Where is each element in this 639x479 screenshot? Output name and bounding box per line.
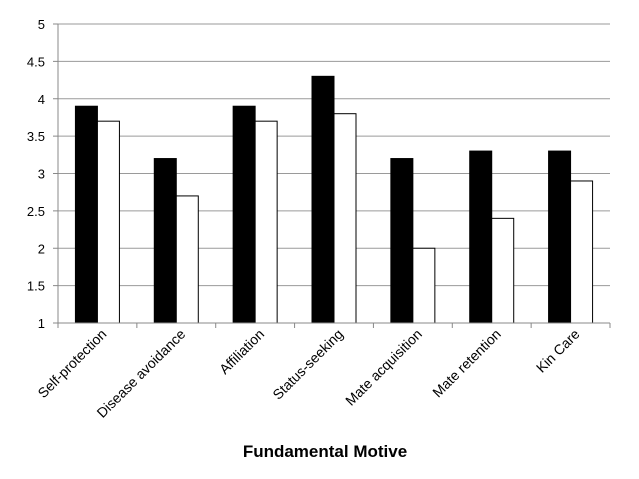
x-category-label: Mate acquisition: [342, 326, 425, 409]
bar-series-2: [175, 195, 199, 324]
y-axis-ticks: 1 1.5 2 2.5 3 3.5 4 4.5 5: [27, 17, 58, 331]
bar-series-2: [570, 180, 594, 324]
bar-series-2: [491, 217, 515, 324]
y-tick-label: 5: [38, 17, 45, 32]
bar-series-2: [333, 113, 357, 324]
x-category-label: Mate retention: [429, 326, 504, 401]
y-tick-label: 2: [38, 241, 45, 256]
x-axis-title: Fundamental Motive: [243, 442, 407, 461]
bar-series-1: [232, 105, 256, 324]
bar-series-1: [74, 105, 98, 324]
bar-series-2: [254, 120, 278, 324]
y-tick-label: 4: [38, 92, 45, 107]
x-category-label: Disease avoidance: [93, 326, 188, 421]
y-tick-label: 1.5: [27, 279, 45, 294]
bar-series-1: [311, 75, 335, 324]
x-category-label: Affiliation: [216, 326, 267, 377]
bar-series-1: [469, 150, 493, 324]
y-tick-label: 3.5: [27, 129, 45, 144]
y-tick-label: 1: [38, 316, 45, 331]
y-tick-label: 3: [38, 167, 45, 182]
bar-series-1: [153, 158, 177, 324]
x-category-label: Kin Care: [533, 326, 583, 376]
bar-series-2: [96, 120, 120, 324]
bar-series-1: [390, 158, 414, 324]
bar-series-2: [412, 247, 436, 324]
y-tick-label: 2.5: [27, 204, 45, 219]
axes: [57, 24, 611, 328]
x-category-label: Status-seeking: [269, 326, 346, 403]
x-category-label: Self-protection: [34, 326, 109, 401]
y-tick-label: 4.5: [27, 54, 45, 69]
bar-series-1: [548, 150, 572, 324]
